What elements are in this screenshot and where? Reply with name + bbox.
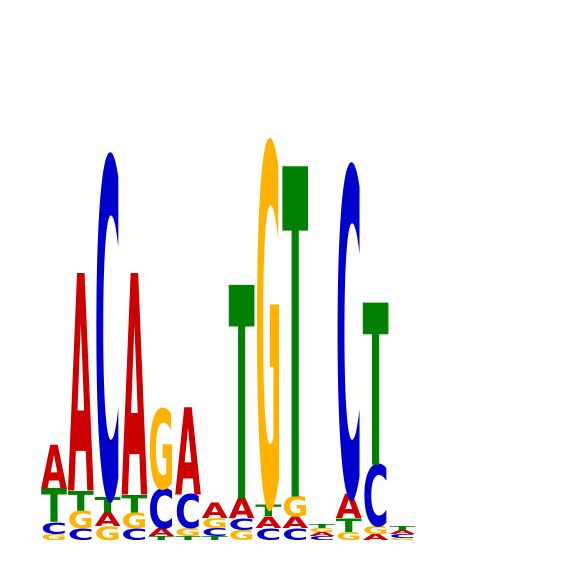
logo-letter-t: T bbox=[68, 485, 95, 517]
logo-letter-t: T bbox=[309, 523, 336, 529]
logo-letter-t: T bbox=[202, 535, 229, 541]
logo-letter-c: C bbox=[389, 533, 415, 539]
logo-letter-g: G bbox=[336, 530, 362, 543]
logo-letter-t: T bbox=[148, 535, 175, 541]
logo-letter-t: T bbox=[175, 535, 202, 541]
logo-letter-a: A bbox=[229, 494, 255, 525]
logo-letter-a: A bbox=[282, 514, 309, 532]
logo-letter-c: C bbox=[202, 527, 228, 539]
logo-letter-c: C bbox=[121, 525, 147, 544]
logo-letter-c: C bbox=[41, 519, 67, 538]
logo-letter-a: A bbox=[202, 498, 228, 523]
logo-letter-c: C bbox=[363, 449, 389, 547]
logo-letter-g: G bbox=[255, 47, 281, 566]
logo-letter-t: T bbox=[229, 228, 255, 566]
logo-letter-t: T bbox=[255, 501, 281, 520]
logo-letter-g: G bbox=[175, 526, 201, 539]
logo-letter-a: A bbox=[389, 529, 416, 535]
logo-letter-t: T bbox=[336, 515, 363, 537]
logo-letter-c: C bbox=[95, 66, 121, 566]
logo-letter-c: C bbox=[148, 477, 174, 541]
logo-letter-a: A bbox=[309, 531, 336, 537]
logo-letter-a: A bbox=[175, 384, 201, 523]
logo-letter-g: G bbox=[363, 524, 389, 537]
logo-letter-c: C bbox=[68, 525, 94, 544]
logo-letter-g: G bbox=[389, 538, 415, 541]
logo-letter-g: G bbox=[282, 491, 308, 522]
logo-letter-t: T bbox=[389, 525, 416, 531]
logo-letter-c: C bbox=[309, 535, 335, 541]
logo-letter-g: G bbox=[229, 527, 255, 543]
logo-letter-a: A bbox=[363, 532, 389, 542]
logo-letter-t: T bbox=[363, 258, 389, 517]
logo-letter-t: T bbox=[95, 493, 121, 518]
logo-letter-t: T bbox=[41, 480, 67, 533]
logo-letter-a: A bbox=[41, 434, 67, 503]
logo-letter-g: G bbox=[121, 509, 147, 534]
logo-letter-c: C bbox=[229, 515, 255, 534]
logo-letter-t: T bbox=[282, 76, 308, 566]
logo-letter-a: A bbox=[68, 215, 94, 562]
logo-letter-g: G bbox=[148, 388, 174, 514]
logo-letter-a: A bbox=[336, 488, 362, 526]
logo-letter-t: T bbox=[121, 489, 147, 518]
logo-letter-g: G bbox=[41, 533, 67, 542]
logo-letter-g: G bbox=[95, 523, 121, 545]
logo-letter-a: A bbox=[255, 514, 282, 532]
logo-letter-c: C bbox=[282, 525, 308, 544]
logo-letter-c: C bbox=[336, 79, 362, 566]
logo-letter-c: C bbox=[175, 486, 201, 540]
logo-letter-c: C bbox=[255, 525, 281, 544]
logo-letter-a: A bbox=[148, 526, 175, 539]
logo-letter-a: A bbox=[95, 509, 121, 531]
logo-letter-a: A bbox=[121, 212, 147, 566]
logo-letter-g: G bbox=[309, 527, 335, 533]
logo-letter-g: G bbox=[68, 506, 94, 534]
logo-letter-g: G bbox=[202, 515, 228, 531]
